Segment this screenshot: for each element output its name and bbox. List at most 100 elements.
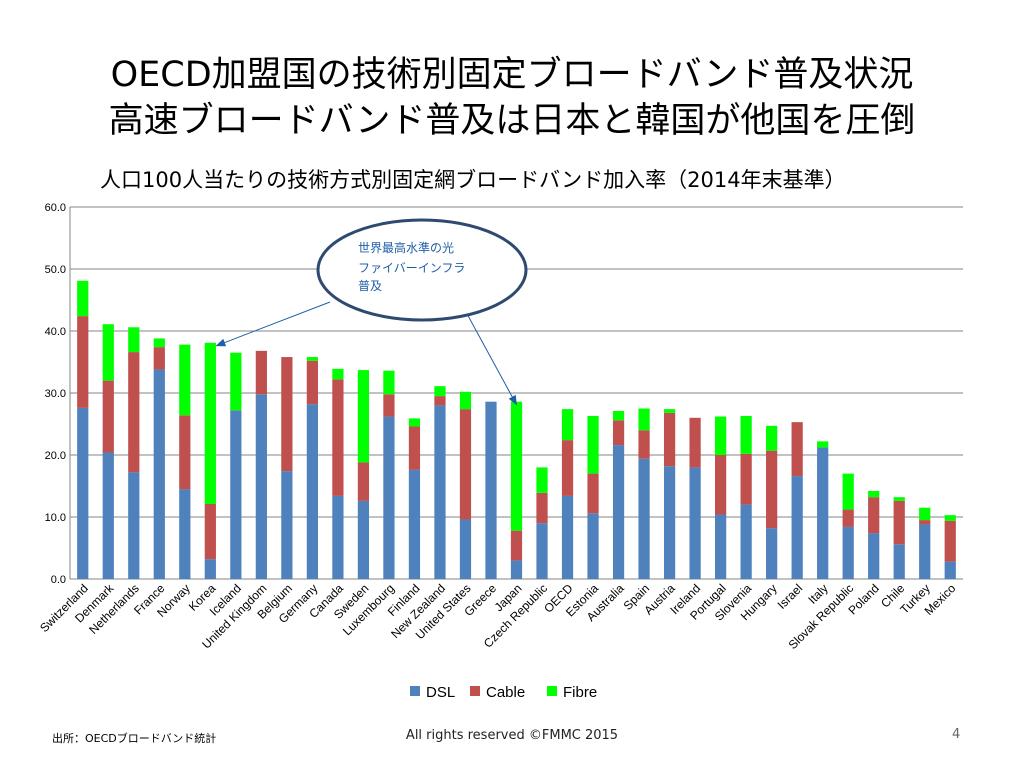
bar-netherlands-cable bbox=[128, 352, 140, 473]
bar-switzerland-cable bbox=[77, 316, 89, 408]
bar-switzerland-dsl bbox=[77, 407, 89, 579]
bar-germany-cable bbox=[306, 360, 318, 405]
bar-hungary-dsl bbox=[766, 528, 778, 579]
bar-belgium-dsl bbox=[281, 471, 293, 579]
bar-turkey-cable bbox=[919, 520, 931, 525]
bar-new-zealand-dsl bbox=[434, 405, 446, 579]
bar-luxembourg-cable bbox=[383, 394, 395, 417]
bar-israel-cable bbox=[791, 422, 803, 477]
slide-title-line1: OECD加盟国の技術別固定ブロードバンド普及状況 bbox=[110, 55, 914, 95]
bar-united-kingdom-cable bbox=[255, 350, 267, 395]
bar-norway-cable bbox=[179, 415, 191, 490]
bar-hungary-fibre bbox=[766, 425, 778, 451]
bar-denmark-dsl bbox=[102, 452, 114, 579]
source-note: 出所：OECDブロードバンド統計 bbox=[52, 732, 217, 745]
y-tick-label: 40.0 bbox=[45, 326, 66, 338]
bar-france-cable bbox=[153, 347, 165, 370]
bar-iceland-fibre bbox=[230, 352, 242, 411]
bar-portugal-cable bbox=[715, 455, 727, 515]
bar-luxembourg-dsl bbox=[383, 416, 395, 579]
annotation-ellipse bbox=[316, 218, 528, 322]
bar-france-dsl bbox=[153, 369, 165, 579]
bar-japan-fibre bbox=[510, 401, 523, 531]
bar-belgium-cable bbox=[281, 357, 293, 472]
bar-mexico-fibre bbox=[944, 515, 956, 521]
bar-united-states-cable bbox=[459, 409, 472, 520]
grid-layer bbox=[69, 206, 963, 580]
bar-chile-dsl bbox=[893, 544, 905, 579]
bar-poland-dsl bbox=[868, 533, 880, 579]
page-number: 4 bbox=[952, 727, 961, 742]
bar-portugal-dsl bbox=[715, 514, 727, 579]
bar-israel-dsl bbox=[791, 476, 803, 579]
bar-estonia-cable bbox=[587, 473, 599, 514]
bars-layer bbox=[77, 280, 956, 579]
bar-new-zealand-fibre bbox=[434, 386, 446, 397]
bar-chile-cable bbox=[893, 500, 905, 545]
legend-label-cable: Cable bbox=[486, 684, 525, 701]
annotation-callout: 世界最高水準の光 ファイバーインフラ 普及 bbox=[215, 218, 528, 406]
annotation-arrow-japan bbox=[465, 311, 517, 406]
annotation-line-3: 普及 bbox=[358, 279, 382, 293]
legend-swatch-dsl bbox=[410, 686, 420, 696]
bar-japan-cable bbox=[510, 530, 523, 561]
bar-spain-fibre bbox=[638, 408, 650, 431]
bar-portugal-fibre bbox=[715, 416, 727, 455]
bar-spain-cable bbox=[638, 430, 650, 459]
category-label-israel: Israel bbox=[775, 581, 806, 612]
bar-slovenia-dsl bbox=[740, 504, 752, 579]
bar-czech-republic-cable bbox=[536, 492, 548, 524]
legend-label-fibre: Fibre bbox=[563, 684, 597, 701]
bar-sweden-fibre bbox=[357, 370, 370, 463]
bar-slovak-republic-fibre bbox=[842, 473, 854, 510]
bar-austria-fibre bbox=[663, 409, 676, 413]
bar-germany-dsl bbox=[306, 404, 318, 579]
y-tick-label: 50.0 bbox=[45, 264, 66, 276]
bar-iceland-dsl bbox=[230, 410, 242, 579]
bar-oecd-cable bbox=[561, 440, 574, 496]
legend: DSL Cable Fibre bbox=[410, 684, 597, 701]
bar-italy-fibre bbox=[817, 441, 829, 448]
bar-hungary-cable bbox=[766, 450, 778, 529]
bar-oecd-fibre bbox=[561, 409, 574, 441]
bar-canada-dsl bbox=[332, 495, 344, 579]
bar-france-fibre bbox=[153, 338, 165, 348]
legend-swatch-cable bbox=[470, 686, 480, 696]
bar-czech-republic-dsl bbox=[536, 523, 548, 579]
bar-united-states-fibre bbox=[459, 391, 472, 410]
bar-estonia-dsl bbox=[587, 513, 599, 579]
bar-canada-fibre bbox=[332, 368, 344, 380]
bar-norway-fibre bbox=[179, 344, 191, 416]
bar-slovenia-fibre bbox=[740, 415, 752, 454]
bar-finland-fibre bbox=[408, 418, 421, 427]
bar-united-states-dsl bbox=[459, 519, 472, 579]
bar-poland-fibre bbox=[868, 490, 880, 498]
bar-slovak-republic-dsl bbox=[842, 526, 854, 579]
bar-new-zealand-cable bbox=[434, 396, 446, 406]
copyright-note: All rights reserved ©FMMC 2015 bbox=[405, 728, 619, 743]
y-tick-label: 0.0 bbox=[51, 574, 66, 586]
bar-denmark-fibre bbox=[102, 324, 114, 381]
bar-germany-fibre bbox=[306, 357, 318, 361]
bar-poland-cable bbox=[868, 497, 880, 534]
chart-title: 人口100人当たりの技術方式別固定網ブロードバンド加入率（2014年末基準） bbox=[100, 168, 846, 192]
bar-greece-dsl bbox=[485, 401, 497, 579]
bar-korea-fibre bbox=[204, 342, 216, 504]
bar-austria-cable bbox=[663, 412, 676, 467]
bar-ireland-dsl bbox=[689, 467, 701, 579]
bar-estonia-fibre bbox=[587, 415, 599, 474]
bar-turkey-dsl bbox=[919, 524, 931, 579]
bar-ireland-cable bbox=[689, 417, 701, 468]
legend-label-dsl: DSL bbox=[426, 684, 455, 701]
bar-austria-dsl bbox=[663, 466, 676, 579]
bar-netherlands-fibre bbox=[128, 327, 140, 353]
bar-denmark-cable bbox=[102, 380, 114, 453]
bar-korea-dsl bbox=[204, 559, 216, 579]
bar-mexico-cable bbox=[944, 520, 956, 562]
y-axis-ticks: 0.0 10.0 20.0 30.0 40.0 50.0 60.0 bbox=[45, 202, 66, 586]
bar-canada-cable bbox=[332, 379, 344, 496]
legend-swatch-fibre bbox=[547, 686, 557, 696]
bar-mexico-dsl bbox=[944, 561, 956, 579]
bar-australia-cable bbox=[612, 420, 625, 446]
